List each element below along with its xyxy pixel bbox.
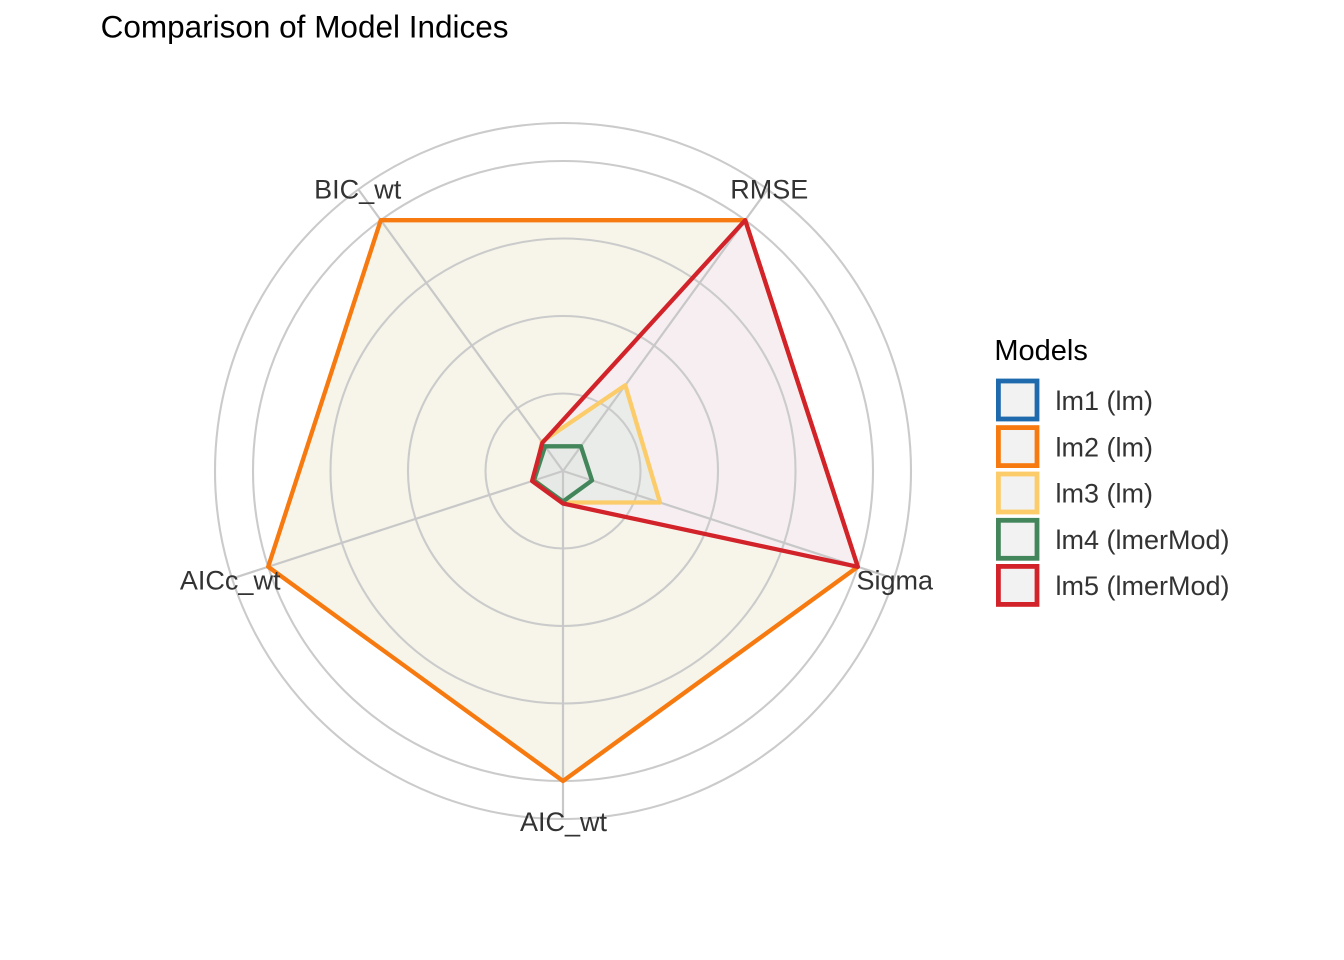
svg-text:lm3 (lm): lm3 (lm)	[1056, 479, 1153, 509]
svg-text:AIC_wt: AIC_wt	[520, 807, 608, 837]
svg-text:RMSE: RMSE	[730, 175, 808, 205]
svg-text:lm1 (lm): lm1 (lm)	[1056, 386, 1153, 416]
svg-text:Models: Models	[994, 335, 1088, 367]
svg-text:AICc_wt: AICc_wt	[180, 565, 281, 595]
svg-text:lm2 (lm): lm2 (lm)	[1056, 432, 1153, 462]
svg-text:Comparison of Model Indices: Comparison of Model Indices	[101, 9, 509, 45]
svg-text:BIC_wt: BIC_wt	[314, 175, 402, 205]
svg-text:Sigma: Sigma	[857, 565, 935, 595]
svg-text:lm5 (lmerMod): lm5 (lmerMod)	[1056, 571, 1230, 601]
svg-text:lm4 (lmerMod): lm4 (lmerMod)	[1056, 525, 1230, 555]
